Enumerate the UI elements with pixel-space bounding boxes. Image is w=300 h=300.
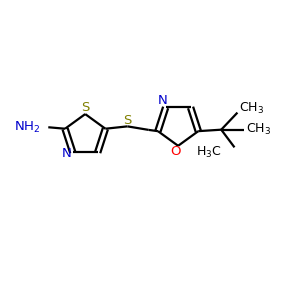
Text: H$_3$C: H$_3$C bbox=[196, 145, 221, 160]
Text: CH$_3$: CH$_3$ bbox=[239, 100, 264, 116]
Text: S: S bbox=[81, 101, 89, 114]
Text: N: N bbox=[158, 94, 168, 107]
Text: CH$_3$: CH$_3$ bbox=[246, 122, 271, 137]
Text: S: S bbox=[124, 114, 132, 127]
Text: O: O bbox=[170, 145, 180, 158]
Text: NH$_2$: NH$_2$ bbox=[14, 120, 40, 135]
Text: N: N bbox=[61, 147, 71, 161]
